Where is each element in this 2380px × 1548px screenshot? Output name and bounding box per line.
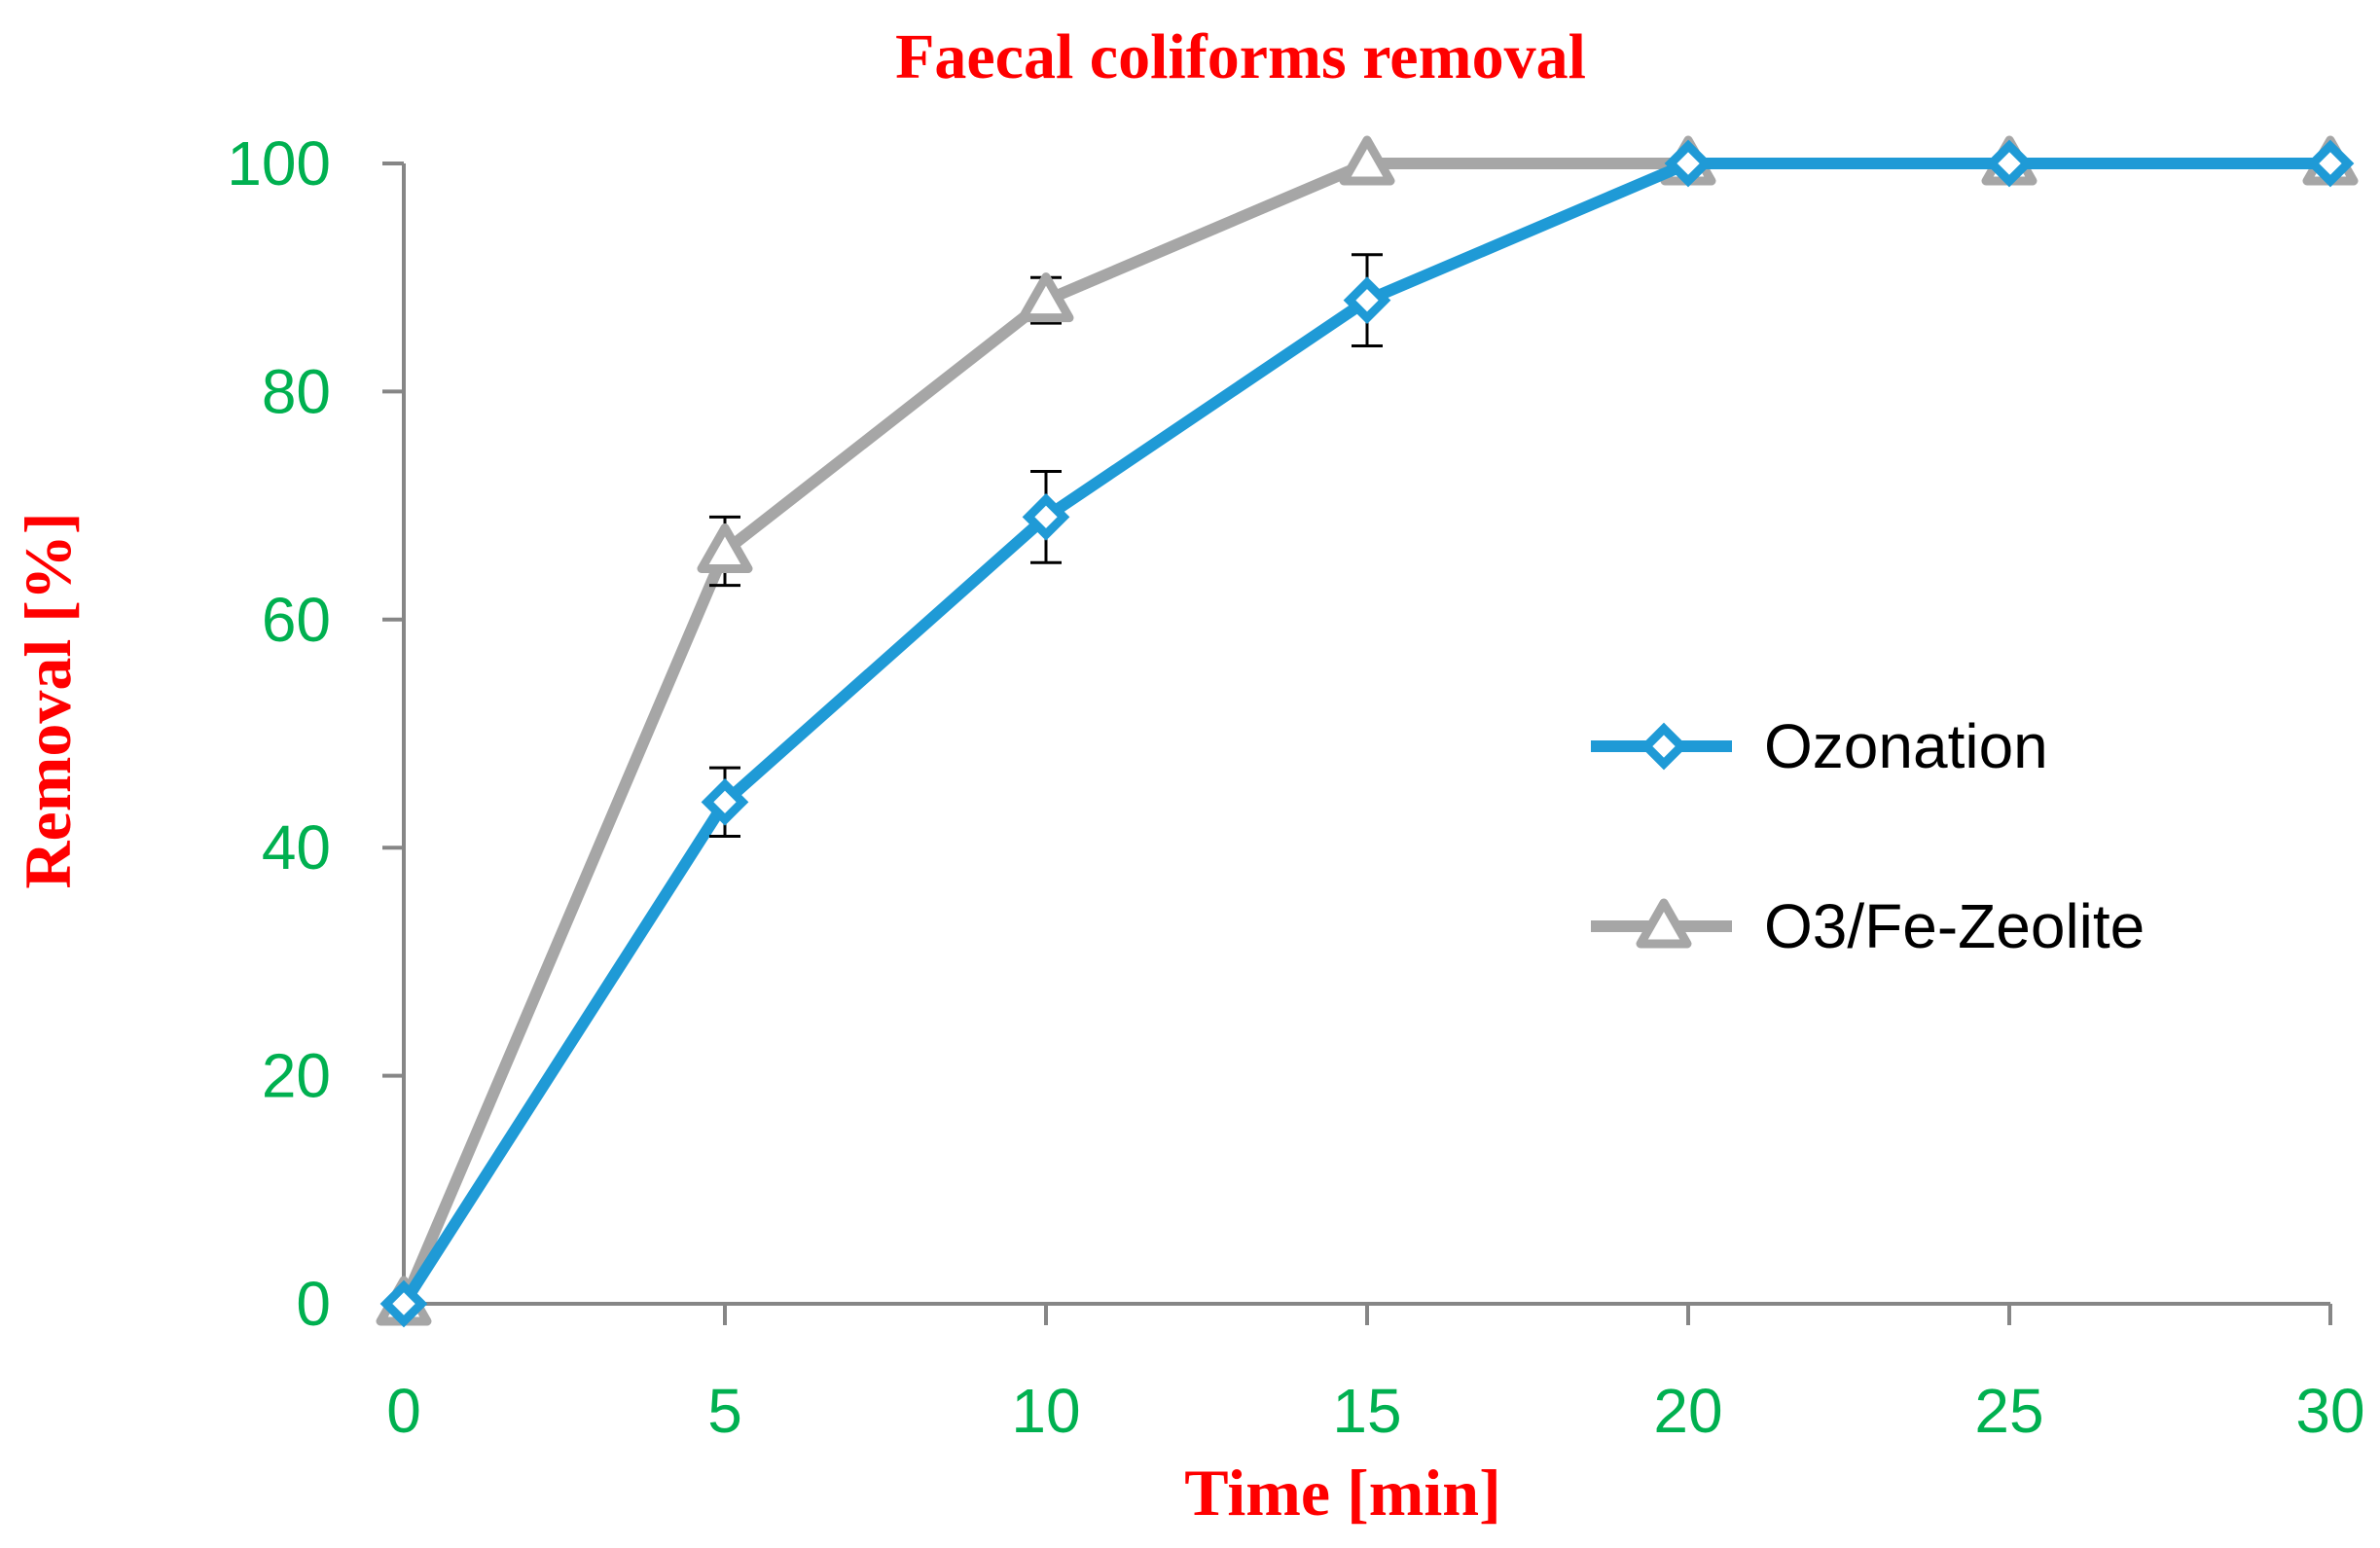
data-point — [1343, 276, 1391, 325]
x-tick-label: 5 — [707, 1376, 742, 1446]
chart-title: Faecal coliforms removal — [895, 21, 1586, 92]
data-point — [1985, 139, 2034, 188]
x-tick-label: 10 — [1011, 1376, 1080, 1446]
legend-label: O3/Fe-Zeolite — [1764, 891, 2145, 961]
data-point — [697, 522, 753, 573]
plot-area — [376, 135, 2359, 1328]
x-axis-title: Time [min] — [1184, 1456, 1501, 1530]
legend-marker — [1640, 722, 1688, 771]
y-tick-label: 60 — [262, 585, 331, 655]
x-tick-label: 0 — [386, 1376, 421, 1446]
data-point — [2306, 139, 2355, 188]
y-tick-label: 0 — [296, 1269, 331, 1339]
series-ozonation — [379, 139, 2355, 1328]
y-tick-labels: 0 20 40 60 80 100 — [227, 128, 331, 1339]
data-point — [1022, 492, 1070, 541]
data-point — [379, 1279, 428, 1328]
y-axis-title: Removal [%] — [11, 512, 85, 888]
y-tick-label: 40 — [262, 812, 331, 882]
x-tick-label: 30 — [2295, 1376, 2364, 1446]
x-tick-label: 20 — [1653, 1376, 1722, 1446]
y-tick-label: 20 — [262, 1041, 331, 1111]
x-tick-label: 25 — [1974, 1376, 2043, 1446]
legend-label: Ozonation — [1764, 711, 2048, 781]
axes — [382, 162, 2332, 1325]
legend-marker — [1636, 898, 1692, 949]
legend-entry: O3/Fe-Zeolite — [1591, 891, 2145, 961]
y-tick-label: 100 — [227, 128, 331, 198]
x-tick-label: 15 — [1332, 1376, 1401, 1446]
legend-entry: Ozonation — [1591, 711, 2048, 781]
data-point — [1018, 272, 1074, 323]
y-tick-label: 80 — [262, 356, 331, 426]
x-tick-labels: 0 5 10 15 20 25 30 — [386, 1376, 2364, 1446]
data-point — [1339, 135, 1395, 186]
data-point — [1664, 139, 1713, 188]
data-point — [701, 777, 749, 826]
legend: Ozonation O3/Fe-Zeolite — [1591, 711, 2145, 961]
